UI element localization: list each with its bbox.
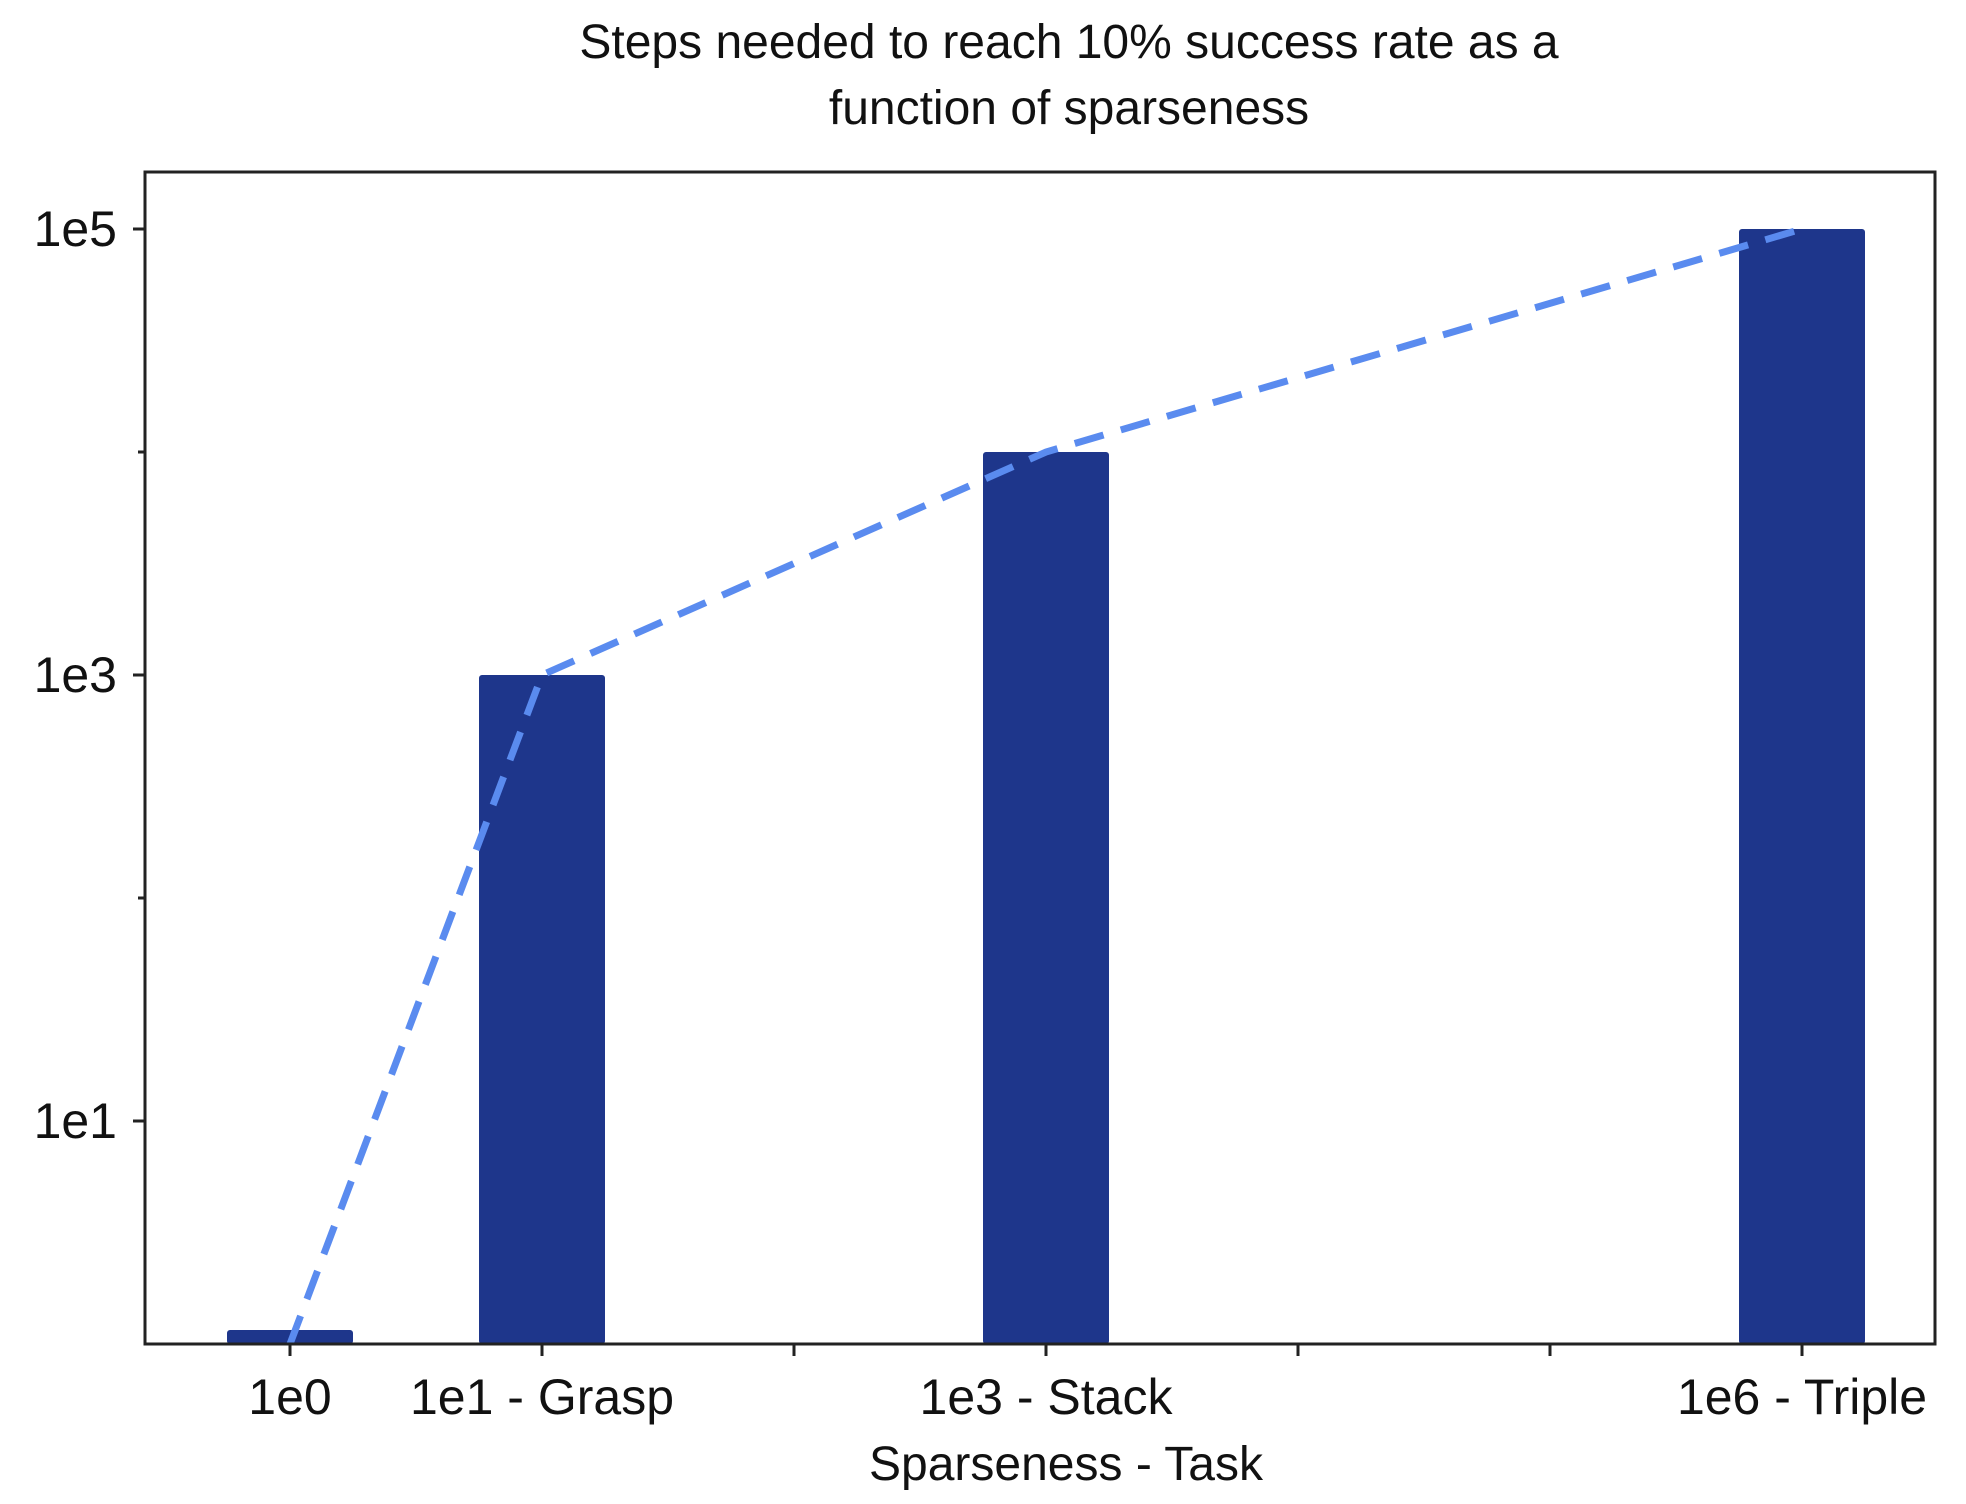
- x-tick-label-1: 1e1 - Grasp: [410, 1369, 674, 1425]
- bar-3: [1739, 229, 1865, 1344]
- bar-2: [983, 452, 1109, 1344]
- plot-area: 1e1 1e3 1e5 1e0 1e1 - Grasp 1e3 - Stack 1e6 - …: [34, 201, 1928, 1425]
- chart-title-line-1: Steps needed to reach 10% success rate a…: [579, 16, 1559, 69]
- x-axis-label: Sparseness - Task: [869, 1438, 1264, 1491]
- plot-frame: [143, 170, 1937, 1346]
- x-tick-label-0: 1e0: [248, 1369, 331, 1425]
- y-tick-label-1: 1e3: [34, 647, 117, 703]
- trend-line: [286, 225, 1803, 1346]
- y-tick-label-2: 1e5: [34, 201, 117, 257]
- y-tick-label-0: 1e1: [34, 1093, 117, 1149]
- x-tick-label-3: 1e3 - Stack: [920, 1369, 1174, 1425]
- x-tick-label-6: 1e6 - Triple: [1677, 1369, 1927, 1425]
- bar-1: [479, 675, 605, 1344]
- chart-title-line-2: function of sparseness: [829, 82, 1309, 135]
